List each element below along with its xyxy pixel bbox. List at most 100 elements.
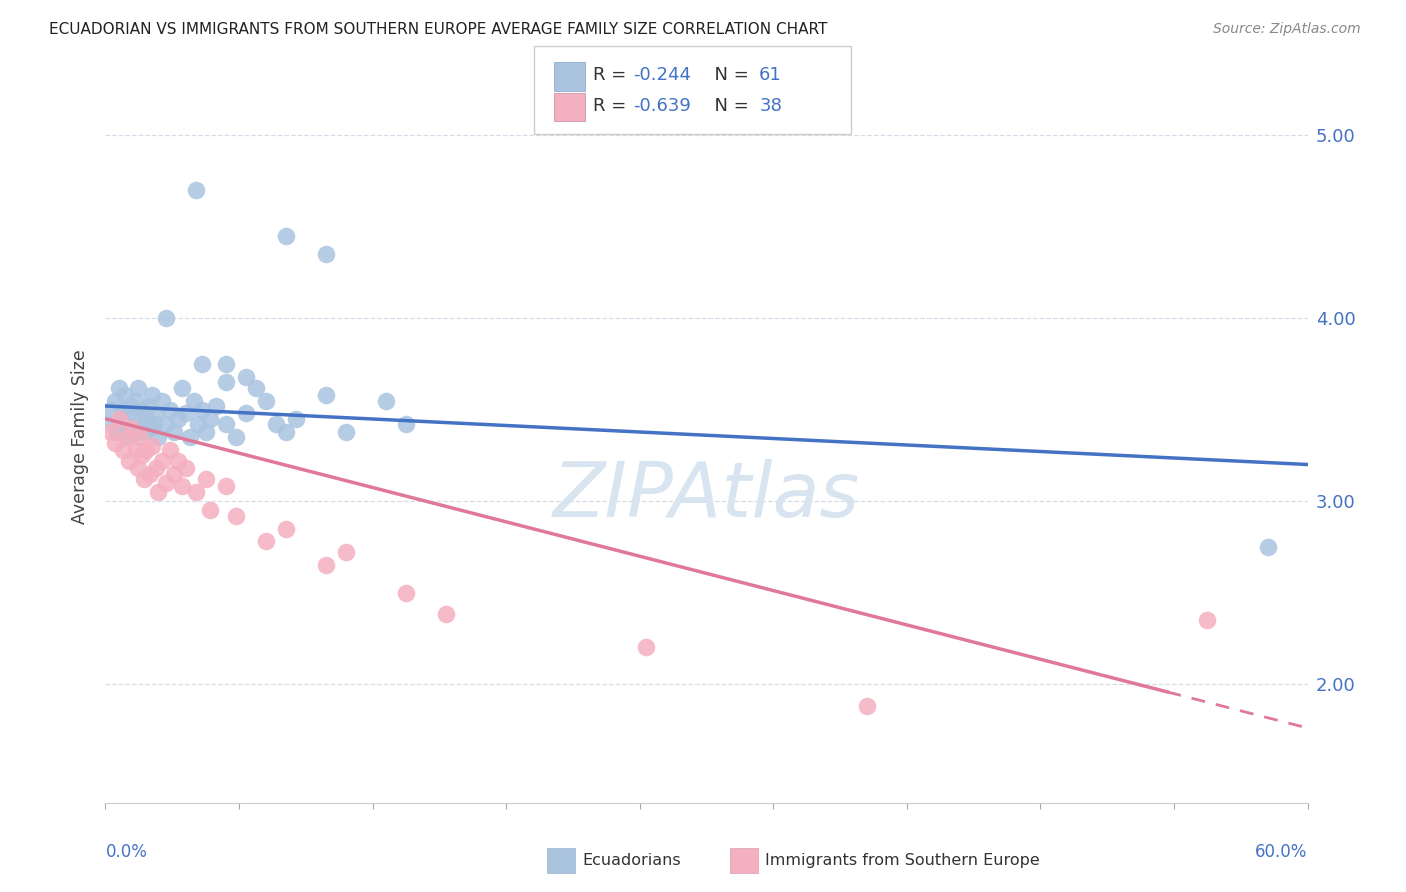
Point xyxy=(114,388,136,402)
Point xyxy=(107,425,129,439)
Point xyxy=(155,311,177,326)
Point xyxy=(254,393,277,408)
Point xyxy=(170,381,193,395)
Point xyxy=(103,417,125,432)
Text: N =: N = xyxy=(703,66,755,85)
Point xyxy=(245,381,267,395)
Point xyxy=(145,406,167,420)
Point xyxy=(194,425,217,439)
Point xyxy=(150,454,173,468)
Point xyxy=(284,412,307,426)
Point xyxy=(162,467,184,481)
Point xyxy=(159,402,181,417)
Point xyxy=(395,417,418,432)
Point xyxy=(170,479,193,493)
Point xyxy=(132,425,155,439)
Point xyxy=(121,421,143,435)
Point xyxy=(135,442,157,457)
Point xyxy=(335,545,357,559)
Text: Ecuadorians: Ecuadorians xyxy=(582,854,681,868)
Text: R =: R = xyxy=(593,96,633,115)
Point xyxy=(142,417,165,432)
Point xyxy=(636,640,658,655)
Point xyxy=(155,417,177,432)
Point xyxy=(214,479,236,493)
Point xyxy=(225,508,247,523)
Point xyxy=(146,430,169,444)
Point xyxy=(274,521,297,535)
Point xyxy=(138,467,160,481)
Point xyxy=(214,417,236,432)
Point xyxy=(174,406,197,420)
Point xyxy=(187,417,209,432)
Text: ECUADORIAN VS IMMIGRANTS FROM SOUTHERN EUROPE AVERAGE FAMILY SIZE CORRELATION CH: ECUADORIAN VS IMMIGRANTS FROM SOUTHERN E… xyxy=(49,22,828,37)
Point xyxy=(127,461,149,475)
Point xyxy=(162,425,184,439)
Text: Source: ZipAtlas.com: Source: ZipAtlas.com xyxy=(1213,22,1361,37)
Point xyxy=(114,417,136,432)
Point xyxy=(112,402,135,417)
Point xyxy=(179,430,201,444)
Point xyxy=(315,247,337,261)
Point xyxy=(141,388,163,402)
Point xyxy=(315,558,337,573)
Point xyxy=(190,402,212,417)
Point xyxy=(1257,540,1279,554)
Point xyxy=(124,425,146,439)
Point xyxy=(108,412,131,426)
Point xyxy=(128,412,150,426)
Point xyxy=(100,402,122,417)
Point xyxy=(166,412,188,426)
Point xyxy=(184,485,207,500)
Point xyxy=(174,461,197,475)
Point xyxy=(121,399,143,413)
Text: N =: N = xyxy=(703,96,755,115)
Point xyxy=(254,534,277,549)
Point xyxy=(124,393,146,408)
Point xyxy=(146,485,169,500)
Text: R =: R = xyxy=(593,66,633,85)
Point xyxy=(214,375,236,389)
Point xyxy=(274,228,297,243)
Point xyxy=(108,381,131,395)
Point xyxy=(235,406,257,420)
Point xyxy=(190,357,212,371)
Point xyxy=(264,417,287,432)
Point xyxy=(131,402,153,417)
Point xyxy=(335,425,357,439)
Point xyxy=(124,442,146,457)
Point xyxy=(194,472,217,486)
Point xyxy=(159,442,181,457)
Point xyxy=(141,439,163,453)
Point xyxy=(138,421,160,435)
Text: 60.0%: 60.0% xyxy=(1256,843,1308,861)
Text: 38: 38 xyxy=(759,96,782,115)
Point xyxy=(315,388,337,402)
Text: ZIPAtlas: ZIPAtlas xyxy=(553,458,860,533)
Point xyxy=(274,425,297,439)
Point xyxy=(198,412,221,426)
Point xyxy=(122,421,145,435)
Point xyxy=(1197,613,1219,627)
Point xyxy=(118,406,141,420)
Point xyxy=(132,472,155,486)
Point xyxy=(110,412,132,426)
Point xyxy=(100,425,122,439)
Point xyxy=(183,393,205,408)
Point xyxy=(855,698,877,713)
Point xyxy=(127,381,149,395)
Point xyxy=(128,430,150,444)
Point xyxy=(235,369,257,384)
Point xyxy=(155,475,177,490)
Point xyxy=(434,607,457,622)
Text: Immigrants from Southern Europe: Immigrants from Southern Europe xyxy=(765,854,1039,868)
Point xyxy=(104,435,127,450)
Point xyxy=(214,357,236,371)
Point xyxy=(145,461,167,475)
Point xyxy=(204,399,226,413)
Point xyxy=(395,585,418,599)
Text: 61: 61 xyxy=(759,66,782,85)
Point xyxy=(104,393,127,408)
Point xyxy=(150,393,173,408)
Point xyxy=(112,442,135,457)
